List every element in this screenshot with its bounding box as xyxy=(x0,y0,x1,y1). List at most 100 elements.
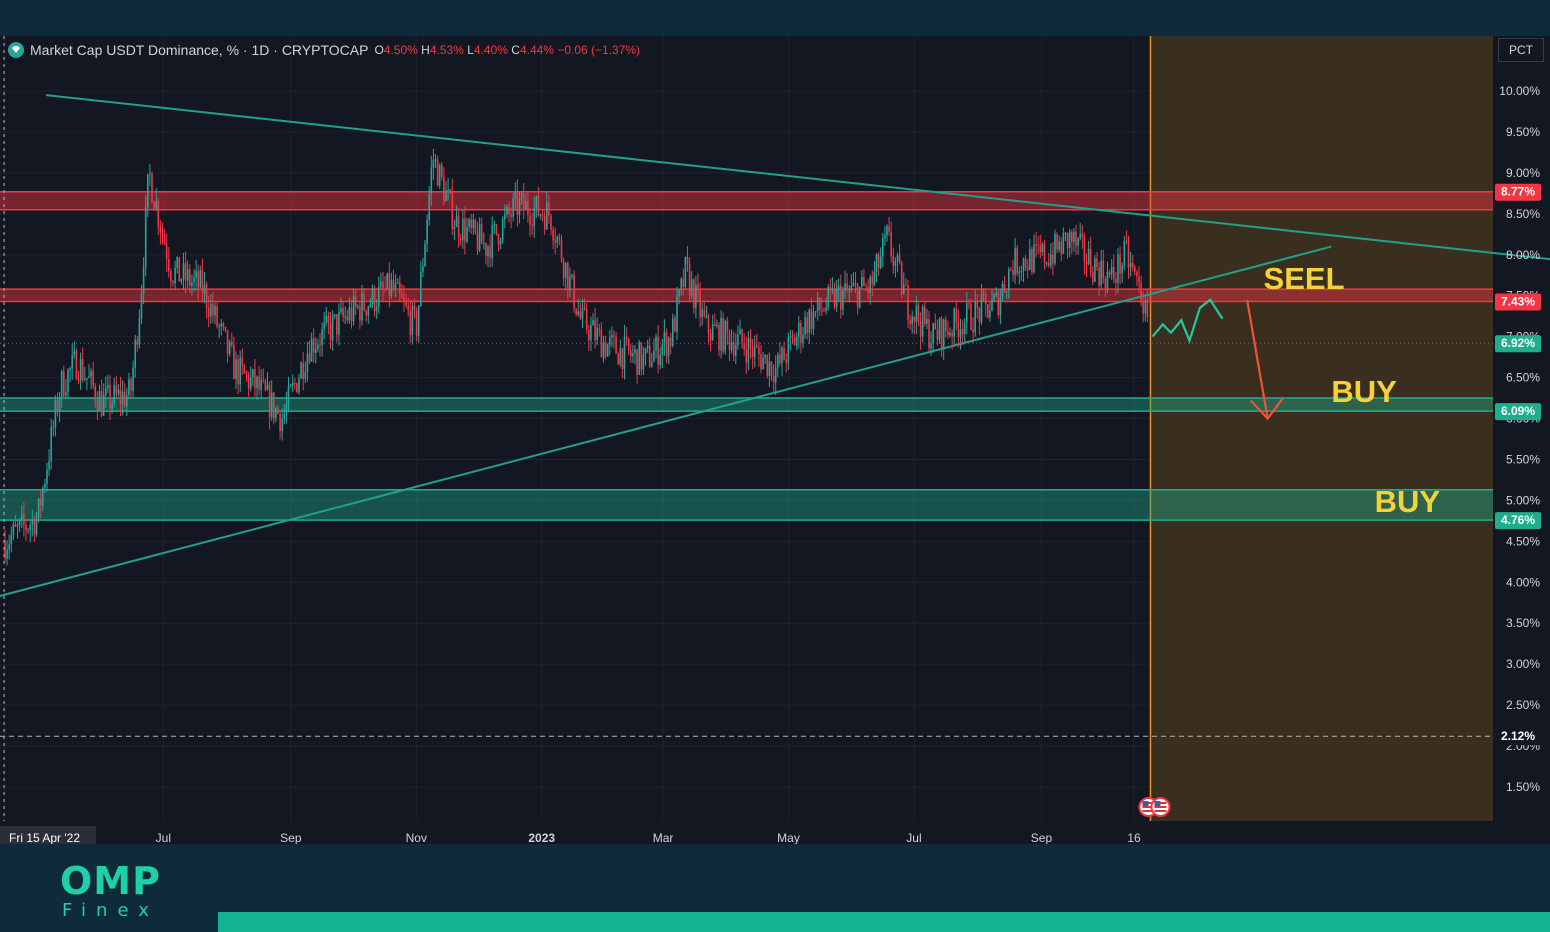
candle xyxy=(1068,228,1071,258)
candle-body xyxy=(39,498,42,506)
candle xyxy=(365,309,367,322)
candle xyxy=(546,191,548,230)
candle-body xyxy=(1008,269,1010,292)
candle-body xyxy=(699,291,701,318)
candle xyxy=(315,337,317,364)
candle-body xyxy=(165,244,168,260)
candle-body xyxy=(932,323,934,344)
candle xyxy=(1119,246,1121,285)
candle-body xyxy=(741,329,743,343)
candle-body xyxy=(409,310,412,335)
candle-body xyxy=(287,386,290,405)
candle-body xyxy=(663,331,666,345)
candle xyxy=(896,252,899,272)
y-tick-label: 2.50% xyxy=(1506,698,1540,712)
candle xyxy=(541,210,544,222)
candle xyxy=(151,171,153,204)
candle xyxy=(1079,222,1081,241)
candle-body xyxy=(917,305,920,322)
candle xyxy=(336,314,338,343)
candle xyxy=(1094,255,1096,283)
candle xyxy=(940,315,943,357)
candle-body xyxy=(382,281,384,289)
candle xyxy=(741,328,743,349)
candle-body xyxy=(842,290,844,310)
candle-body xyxy=(224,326,227,331)
candle-body xyxy=(896,255,899,262)
candle-body xyxy=(1066,232,1069,249)
candle xyxy=(264,378,267,392)
candle-body xyxy=(1089,248,1092,273)
candle-body xyxy=(273,392,275,419)
candle xyxy=(357,304,359,310)
candle-body xyxy=(210,303,212,317)
candle xyxy=(770,361,773,381)
candle xyxy=(653,338,655,363)
candle xyxy=(411,301,414,345)
candle xyxy=(588,324,590,351)
candle xyxy=(613,330,615,349)
candle-body xyxy=(73,351,76,356)
candle-body xyxy=(963,322,966,335)
candle xyxy=(226,330,229,363)
candle-body xyxy=(56,400,59,412)
symbol-title[interactable]: Market Cap USDT Dominance, % · 1D · CRYP… xyxy=(30,42,369,58)
candle xyxy=(338,303,340,346)
candle xyxy=(963,317,966,345)
candle xyxy=(197,264,199,300)
candle xyxy=(550,213,552,236)
candle xyxy=(1016,244,1018,277)
candle-body xyxy=(638,342,640,375)
candle xyxy=(178,257,181,282)
candle-body xyxy=(1033,244,1035,273)
resistance-zone xyxy=(0,191,1493,210)
candle xyxy=(237,354,239,394)
candle xyxy=(1102,249,1105,284)
candle-body xyxy=(151,173,153,203)
candle xyxy=(1104,275,1107,297)
candle xyxy=(176,256,178,274)
candle-body xyxy=(758,347,760,355)
candle xyxy=(25,520,27,542)
candle-body xyxy=(921,306,924,337)
candle-body xyxy=(999,297,1002,315)
candle xyxy=(682,268,685,296)
candle-body xyxy=(898,255,901,263)
candle xyxy=(84,366,86,382)
candle-body xyxy=(8,544,10,550)
candle-body xyxy=(216,305,218,327)
candle xyxy=(186,260,189,289)
candle-body xyxy=(86,378,88,380)
candle-body xyxy=(107,384,109,388)
candle-body xyxy=(310,338,313,362)
candle-body xyxy=(884,235,886,239)
candle-body xyxy=(323,322,325,330)
candle-body xyxy=(105,387,107,396)
scale-mode-button[interactable]: PCT xyxy=(1498,38,1544,62)
candle xyxy=(1050,243,1052,269)
price-label-bg xyxy=(1495,335,1541,353)
candle-body xyxy=(611,335,613,338)
candle xyxy=(340,297,342,315)
candle-body xyxy=(184,262,187,281)
price-label: 6.09% xyxy=(1495,403,1541,421)
candle xyxy=(434,154,437,168)
candle xyxy=(224,326,227,333)
candle-body xyxy=(466,227,468,242)
candle xyxy=(1085,253,1088,278)
candle-body xyxy=(384,288,386,290)
footer-band: OMP Finex xyxy=(0,844,1550,932)
candle-body xyxy=(245,373,248,375)
candle xyxy=(491,216,493,267)
candle xyxy=(779,341,781,367)
candle-body xyxy=(850,285,853,290)
candle-body xyxy=(571,274,573,277)
candle xyxy=(140,284,143,325)
candle-body xyxy=(50,427,52,462)
candle-body xyxy=(592,320,594,326)
annotation-buy-3: BUY xyxy=(1375,484,1441,519)
candle xyxy=(52,420,55,437)
y-tick-label: 3.50% xyxy=(1506,616,1540,630)
